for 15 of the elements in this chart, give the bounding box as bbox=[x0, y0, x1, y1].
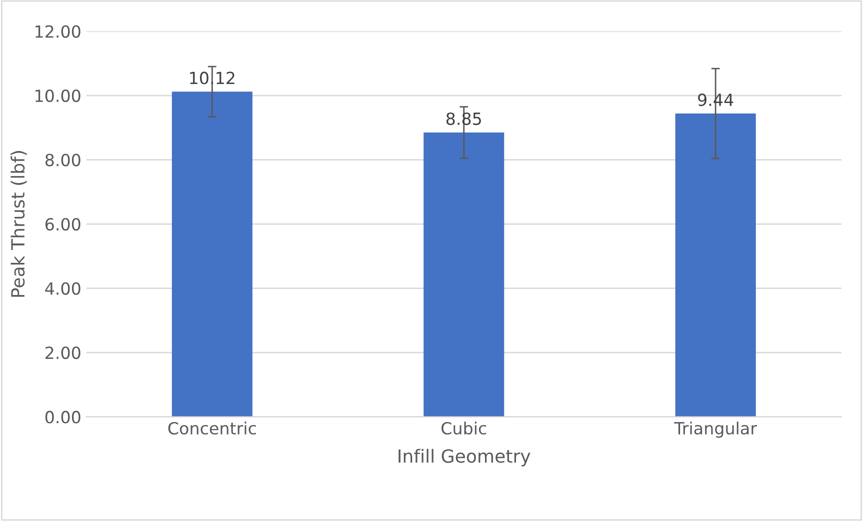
x-axis-title: Infill Geometry bbox=[398, 448, 530, 466]
y-tick-label: 6.00 bbox=[45, 218, 80, 231]
x-tick-label: Cubic bbox=[442, 422, 486, 435]
y-axis-title: Peak Thrust (lbf) bbox=[10, 151, 27, 297]
bar bbox=[675, 114, 756, 417]
y-tick-label: 2.00 bbox=[46, 346, 80, 360]
y-tick-label: 8.00 bbox=[45, 154, 80, 166]
x-tick-label: Concentric bbox=[168, 422, 256, 435]
y-tick-label: 12.00 bbox=[36, 25, 80, 38]
y-tick-label: 4.00 bbox=[45, 282, 80, 295]
bar bbox=[172, 92, 252, 417]
y-tick-label: 0.00 bbox=[45, 410, 80, 424]
y-tick-label: 10.00 bbox=[36, 89, 80, 102]
x-tick-label: Triangular bbox=[674, 422, 757, 438]
bar bbox=[424, 132, 504, 417]
